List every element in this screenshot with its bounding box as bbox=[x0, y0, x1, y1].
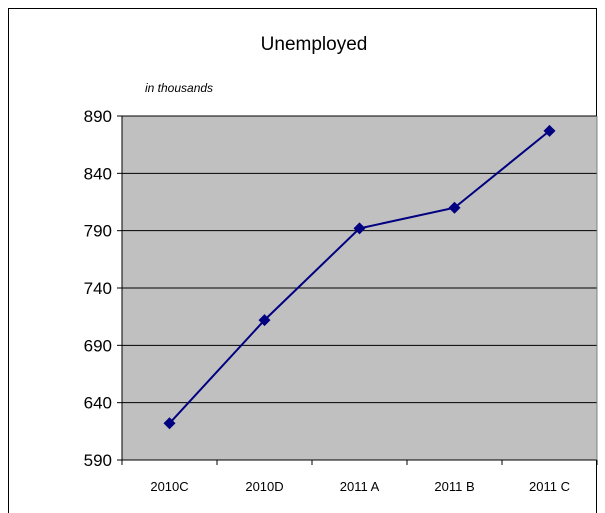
data-point-marker bbox=[448, 201, 461, 214]
x-axis-ticks: 2010C 2010D 2011 A 2011 B 2011 C bbox=[121, 460, 598, 494]
x-tick-label: 2011 A bbox=[340, 479, 380, 494]
x-tick-label: 2010C bbox=[150, 479, 188, 494]
y-tick-label: 590 bbox=[84, 451, 112, 470]
data-point-marker bbox=[353, 222, 366, 235]
chart-title: Unemployed bbox=[261, 34, 368, 55]
gridlines bbox=[122, 115, 597, 461]
x-tick-label: 2011 C bbox=[529, 479, 570, 494]
y-tick-label: 840 bbox=[84, 164, 112, 183]
data-point-marker bbox=[258, 314, 271, 327]
y-tick-label: 640 bbox=[84, 394, 112, 413]
y-axis-ticks: 590 640 690 740 790 840 890 bbox=[84, 107, 122, 470]
series-group bbox=[163, 124, 556, 430]
y-tick-label: 790 bbox=[84, 222, 112, 241]
x-tick-label: 2010D bbox=[245, 479, 283, 494]
y-tick-label: 690 bbox=[84, 336, 112, 355]
y-tick-label: 740 bbox=[84, 279, 112, 298]
data-point-marker bbox=[543, 124, 556, 137]
data-point-marker bbox=[163, 417, 176, 430]
x-tick-label: 2011 B bbox=[434, 479, 474, 494]
chart-subtitle: in thousands bbox=[145, 81, 213, 95]
y-tick-label: 890 bbox=[84, 107, 112, 126]
